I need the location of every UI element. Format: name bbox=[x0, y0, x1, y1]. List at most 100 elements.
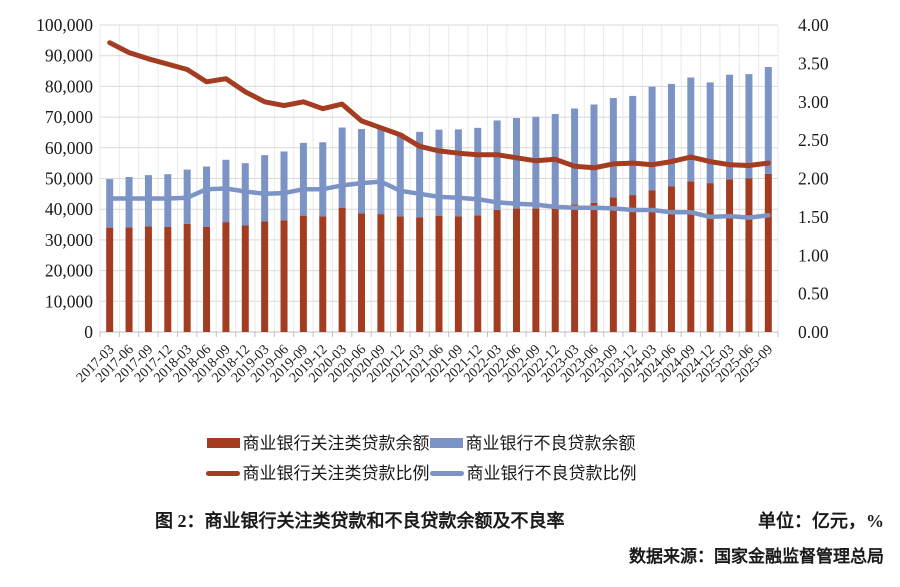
left-axis-tick-label: 90,000 bbox=[45, 46, 93, 66]
legend-bar-swatch-red bbox=[206, 438, 240, 448]
bar-npl-balance bbox=[338, 127, 346, 208]
bar-npl-balance bbox=[396, 133, 404, 217]
bar-npl-balance bbox=[726, 74, 734, 180]
bar-special-mention-balance bbox=[144, 226, 152, 332]
bar-npl-balance bbox=[416, 131, 424, 218]
legend-item-npl-balance: 商业银行不良贷款余额 bbox=[429, 433, 636, 453]
left-axis-tick-label: 80,000 bbox=[45, 76, 93, 96]
bar-special-mention-balance bbox=[183, 223, 191, 332]
chart-legend: 商业银行关注类贷款余额 商业银行不良贷款余额 商业银行关注类贷款比例 商业银行不… bbox=[0, 431, 900, 485]
bar-special-mention-balance bbox=[435, 215, 443, 332]
bar-special-mention-balance bbox=[629, 195, 637, 332]
bar-npl-balance bbox=[358, 129, 366, 214]
bar-special-mention-balance bbox=[590, 202, 598, 332]
legend-line-swatch-red bbox=[205, 470, 240, 476]
bar-npl-balance bbox=[222, 159, 230, 223]
bar-npl-balance bbox=[319, 142, 327, 217]
bar-npl-balance bbox=[648, 86, 656, 191]
unit-label: 单位：亿元，% bbox=[758, 511, 884, 531]
bar-special-mention-balance bbox=[106, 227, 114, 332]
legend-line-swatch-blue bbox=[429, 470, 464, 476]
bar-special-mention-balance bbox=[396, 216, 404, 332]
bar-special-mention-balance bbox=[764, 173, 772, 332]
legend-label: 商业银行不良贷款余额 bbox=[465, 433, 636, 453]
bar-special-mention-balance bbox=[609, 197, 617, 332]
bar-special-mention-balance bbox=[222, 222, 230, 332]
bar-special-mention-balance bbox=[164, 226, 172, 332]
data-source: 数据来源：国家金融监督管理总局 bbox=[629, 547, 884, 566]
right-axis-tick-label: 2.00 bbox=[798, 169, 829, 189]
left-axis-tick-label: 50,000 bbox=[45, 169, 93, 189]
bar-npl-balance bbox=[454, 129, 462, 217]
bar-npl-balance bbox=[764, 67, 772, 174]
left-axis-tick-label: 40,000 bbox=[45, 199, 93, 219]
bar-npl-balance bbox=[241, 163, 249, 226]
left-axis-tick-label: 20,000 bbox=[45, 261, 93, 281]
bar-npl-balance bbox=[706, 82, 714, 184]
left-axis-tick-label: 100,000 bbox=[36, 15, 93, 35]
bar-special-mention-balance bbox=[532, 208, 540, 332]
legend-item-special-mention-ratio: 商业银行关注类贷款比例 bbox=[205, 463, 430, 483]
bar-special-mention-balance bbox=[493, 209, 501, 332]
right-axis-tick-label: 3.50 bbox=[798, 53, 829, 73]
bar-special-mention-balance bbox=[319, 216, 327, 332]
figure-caption: 图 2：商业银行关注类贷款和不良贷款余额及不良率 bbox=[155, 511, 565, 531]
legend-label: 商业银行不良贷款比例 bbox=[466, 463, 637, 483]
bar-special-mention-balance bbox=[203, 226, 211, 332]
bar-special-mention-balance bbox=[474, 215, 482, 332]
bar-special-mention-balance bbox=[377, 214, 385, 332]
right-axis-tick-label: 2.50 bbox=[798, 130, 829, 150]
bar-special-mention-balance bbox=[299, 215, 307, 332]
left-axis-tick-label: 60,000 bbox=[45, 138, 93, 158]
bar-npl-balance bbox=[144, 175, 152, 227]
right-axis-tick-label: 1.00 bbox=[798, 245, 829, 265]
bar-special-mention-balance bbox=[512, 208, 520, 332]
bar-npl-balance bbox=[512, 118, 520, 209]
bar-special-mention-balance bbox=[261, 221, 269, 332]
bar-npl-balance bbox=[571, 108, 579, 205]
bar-npl-balance bbox=[590, 104, 598, 203]
bar-special-mention-balance bbox=[338, 207, 346, 332]
bar-npl-balance bbox=[377, 126, 385, 215]
bar-special-mention-balance bbox=[551, 205, 559, 332]
legend-row-ratios: 商业银行关注类贷款比例 商业银行不良贷款比例 bbox=[0, 461, 842, 485]
left-axis-tick-label: 10,000 bbox=[45, 291, 93, 311]
bar-npl-balance bbox=[667, 83, 675, 187]
bar-npl-balance bbox=[474, 127, 482, 216]
legend-label: 商业银行关注类贷款余额 bbox=[242, 433, 430, 453]
bar-special-mention-balance bbox=[745, 178, 753, 332]
right-axis-tick-label: 3.00 bbox=[798, 92, 829, 112]
bar-npl-balance bbox=[629, 95, 637, 196]
bar-npl-balance bbox=[280, 151, 288, 221]
bar-special-mention-balance bbox=[571, 204, 579, 332]
bar-npl-balance bbox=[493, 120, 501, 210]
bar-npl-balance bbox=[435, 129, 443, 216]
caption-row: 图 2：商业银行关注类贷款和不良贷款余额及不良率 单位：亿元，% bbox=[0, 507, 900, 533]
bar-special-mention-balance bbox=[706, 183, 714, 332]
bar-special-mention-balance bbox=[454, 216, 462, 332]
line-special-mention-ratio bbox=[107, 40, 771, 171]
bar-npl-balance bbox=[609, 98, 617, 198]
right-axis-tick-label: 1.50 bbox=[798, 207, 829, 227]
bar-npl-balance bbox=[261, 155, 269, 222]
bar-special-mention-balance bbox=[667, 186, 675, 332]
left-axis-tick-label: 70,000 bbox=[45, 107, 93, 127]
bar-special-mention-balance bbox=[726, 179, 734, 332]
bar-special-mention-balance bbox=[358, 213, 366, 332]
legend-label: 商业银行关注类贷款比例 bbox=[242, 463, 430, 483]
bar-special-mention-balance bbox=[125, 227, 133, 332]
bar-npl-balance bbox=[687, 77, 695, 182]
left-axis-tick-label: 30,000 bbox=[45, 230, 93, 250]
legend-item-npl-ratio: 商业银行不良贷款比例 bbox=[429, 463, 637, 483]
legend-item-special-mention-balance: 商业银行关注类贷款余额 bbox=[206, 433, 430, 453]
bar-npl-balance bbox=[299, 142, 307, 216]
legend-bar-swatch-blue bbox=[429, 438, 463, 448]
bar-special-mention-balance bbox=[241, 225, 249, 332]
chart-canvas: 0 10,000 20,000 30,000 40,000 50,000 60,000 70,… bbox=[36, 15, 829, 386]
bar-npl-balance bbox=[125, 176, 133, 228]
right-axis-tick-label: 0.00 bbox=[798, 322, 829, 342]
right-axis-tick-label: 4.00 bbox=[798, 15, 829, 35]
bar-npl-balance bbox=[745, 74, 753, 179]
bar-npl-balance bbox=[106, 179, 114, 228]
